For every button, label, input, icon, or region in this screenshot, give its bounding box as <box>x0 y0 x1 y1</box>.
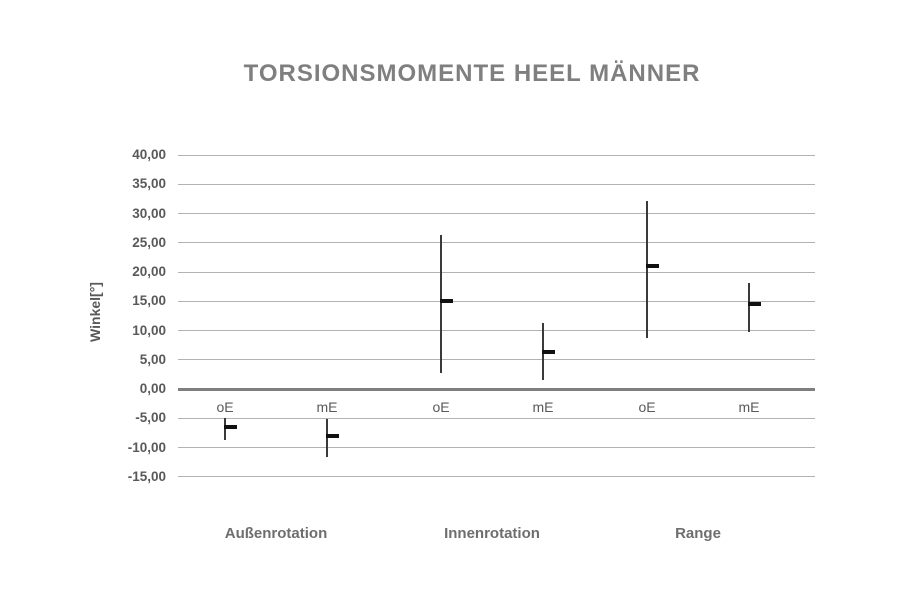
gridline <box>178 271 815 273</box>
group-label: Range <box>675 525 721 542</box>
y-tick-label: 15,00 <box>132 293 166 309</box>
condition-label: oE <box>432 399 450 415</box>
gridline <box>178 476 815 478</box>
gridline <box>178 300 815 302</box>
group-label: Innenrotation <box>444 525 540 542</box>
group-label: Außenrotation <box>224 525 328 542</box>
gridline <box>178 417 815 419</box>
condition-label: oE <box>216 399 234 415</box>
y-tick-label: 25,00 <box>132 234 166 250</box>
error-bar-line <box>748 282 750 333</box>
y-tick-label: 30,00 <box>132 205 166 221</box>
mean-marker <box>224 425 237 430</box>
error-bar-line <box>326 418 328 458</box>
zero-axis-line <box>178 387 815 391</box>
gridline <box>178 242 815 244</box>
y-tick-label: 40,00 <box>132 147 166 162</box>
error-bar-line <box>224 417 226 441</box>
condition-label: mE <box>532 399 554 415</box>
y-tick-label: 20,00 <box>132 264 166 279</box>
y-tick-label: 0,00 <box>139 381 166 396</box>
mean-marker <box>542 350 555 355</box>
mean-marker <box>748 302 761 307</box>
chart-title: TORSIONSMOMENTE HEEL MÄNNER <box>243 60 701 87</box>
y-tick-label: 10,00 <box>132 322 166 338</box>
error-bar-line <box>440 234 442 373</box>
y-tick-label: -5,00 <box>135 410 166 426</box>
condition-label: mE <box>316 399 338 415</box>
mean-marker <box>326 433 339 438</box>
y-tick-label: 35,00 <box>132 176 166 192</box>
gridline <box>178 330 815 331</box>
gridline <box>178 359 815 361</box>
condition-label: mE <box>738 399 760 415</box>
gridline <box>178 154 815 156</box>
y-tick-label: 5,00 <box>139 351 166 367</box>
gridline <box>178 447 815 448</box>
gridline <box>178 213 815 214</box>
mean-marker <box>440 299 453 304</box>
error-bar-line <box>646 200 648 338</box>
gridline <box>178 183 815 185</box>
y-tick-label: -15,00 <box>127 468 166 484</box>
mean-marker <box>646 264 659 269</box>
condition-label: oE <box>638 399 656 415</box>
y-tick-label: -10,00 <box>127 439 166 455</box>
